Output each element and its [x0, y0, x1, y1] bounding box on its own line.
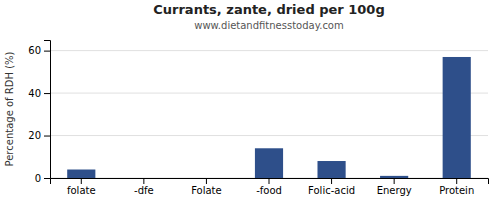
y-axis-line	[44, 41, 51, 179]
bar	[130, 178, 158, 179]
y-axis-title: Percentage of RDH (%)	[4, 51, 15, 166]
x-tick-mark	[456, 178, 457, 184]
x-tick-label: Folate	[191, 185, 222, 196]
x-tick: Folic-acid	[308, 178, 355, 196]
x-tick-mark	[394, 178, 395, 184]
x-tick-mark	[206, 178, 207, 184]
y-tick-mark	[44, 136, 50, 137]
x-tick: Folate	[191, 178, 222, 196]
bar	[67, 170, 95, 178]
y-tick-label: 0	[35, 173, 41, 184]
bars	[67, 57, 471, 178]
grid-line	[50, 50, 488, 51]
x-tick-mark	[331, 178, 332, 184]
x-tick: folate	[67, 178, 96, 196]
x-tick-mark	[143, 178, 144, 184]
y-tick: 0	[35, 173, 50, 184]
x-tick: Energy	[377, 178, 412, 196]
x-axis: folate -dfe Folate -food Folic-acid Energy Pro…	[51, 178, 489, 196]
x-tick: -food	[256, 178, 282, 196]
bar	[317, 161, 345, 178]
y-tick-label: 40	[28, 88, 41, 99]
x-tick-label: Folic-acid	[308, 185, 355, 196]
bar	[380, 176, 408, 178]
x-tick-label: -food	[256, 185, 282, 196]
y-tick-mark	[44, 178, 50, 179]
y-tick: 20	[28, 130, 50, 141]
bar	[192, 178, 220, 179]
grid	[50, 51, 488, 178]
chart: 0 20 40 60 folate -dfe Folate -food Folic-acid En…	[0, 0, 500, 200]
y-tick: 60	[28, 45, 50, 56]
x-tick-label: Energy	[377, 185, 412, 196]
x-tick-mark	[81, 178, 82, 184]
y-tick: 40	[28, 88, 50, 99]
y-tick-label: 20	[28, 130, 41, 141]
subtitle: www.dietandfitnesstoday.com	[194, 20, 343, 31]
plot: 0 20 40 60 folate -dfe Folate -food Folic-acid En…	[28, 41, 488, 197]
bar	[255, 148, 283, 178]
title: Currants, zante, dried per 100g	[153, 2, 384, 17]
x-tick-mark	[269, 178, 270, 184]
x-tick-label: -dfe	[134, 185, 154, 196]
x-tick-label: folate	[67, 185, 96, 196]
x-tick: -dfe	[134, 178, 154, 196]
grid-line	[50, 93, 488, 94]
x-tick: Protein	[439, 178, 474, 196]
y-axis: 0 20 40 60	[28, 41, 50, 184]
bar	[443, 57, 471, 178]
y-tick-mark	[44, 93, 50, 94]
x-axis-line	[51, 179, 489, 185]
x-tick-label: Protein	[439, 185, 474, 196]
grid-line	[50, 135, 488, 136]
y-tick-mark	[44, 51, 50, 52]
y-tick-label: 60	[28, 45, 41, 56]
